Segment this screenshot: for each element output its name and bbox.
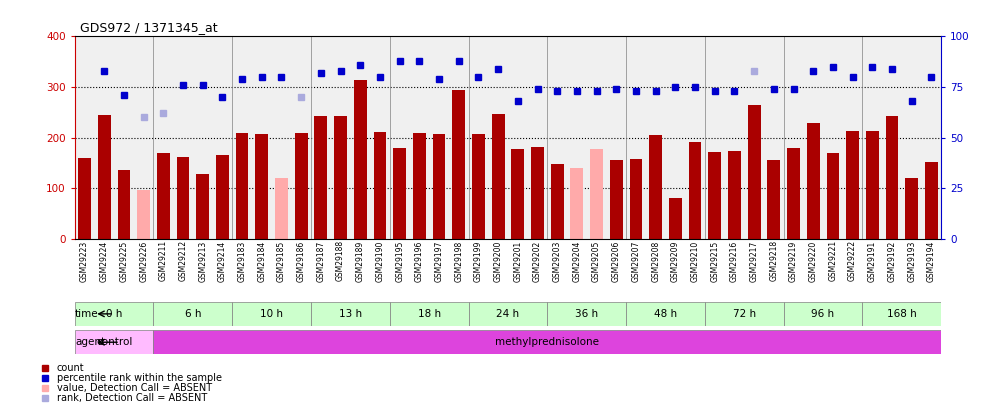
Bar [75, 330, 153, 354]
Text: 168 h: 168 h [887, 309, 916, 319]
Text: 18 h: 18 h [417, 309, 441, 319]
Bar [688, 142, 701, 239]
Text: 72 h: 72 h [733, 309, 756, 319]
Text: methylprednisolone: methylprednisolone [495, 337, 600, 347]
Bar [866, 131, 878, 239]
Bar [708, 152, 721, 239]
Bar [311, 302, 389, 326]
Bar [728, 151, 741, 239]
Bar [626, 302, 705, 326]
Text: percentile rank within the sample: percentile rank within the sample [57, 373, 222, 383]
Bar [591, 149, 603, 239]
Bar [551, 164, 564, 239]
Bar [413, 133, 425, 239]
Text: time: time [75, 309, 99, 319]
Bar [452, 90, 465, 239]
Bar [236, 133, 248, 239]
Bar [196, 174, 209, 239]
Bar [118, 170, 130, 239]
Bar [315, 116, 328, 239]
Bar [295, 133, 308, 239]
Bar [925, 162, 938, 239]
Bar [176, 158, 189, 239]
Bar [492, 115, 505, 239]
Bar [784, 302, 863, 326]
Bar [610, 160, 622, 239]
Text: 96 h: 96 h [812, 309, 835, 319]
Bar [354, 81, 367, 239]
Bar [905, 178, 918, 239]
Text: count: count [57, 363, 85, 373]
Bar [548, 302, 626, 326]
Bar [807, 123, 820, 239]
Bar [705, 302, 784, 326]
Bar [78, 158, 91, 239]
Bar [432, 134, 445, 239]
Bar [232, 302, 311, 326]
Text: rank, Detection Call = ABSENT: rank, Detection Call = ABSENT [57, 393, 207, 403]
Bar [275, 178, 288, 239]
Bar [531, 147, 544, 239]
Text: control: control [96, 337, 132, 347]
Bar [629, 159, 642, 239]
Bar [827, 153, 840, 239]
Text: 13 h: 13 h [339, 309, 362, 319]
Text: agent: agent [75, 337, 105, 347]
Bar [98, 115, 111, 239]
Text: GDS972 / 1371345_at: GDS972 / 1371345_at [80, 21, 217, 34]
Text: 36 h: 36 h [575, 309, 599, 319]
Bar [255, 134, 268, 239]
Bar [847, 131, 859, 239]
Text: 10 h: 10 h [260, 309, 283, 319]
Bar [571, 168, 584, 239]
Bar [863, 302, 941, 326]
Text: 24 h: 24 h [496, 309, 520, 319]
Bar [335, 116, 347, 239]
Bar [768, 160, 780, 239]
Bar [649, 135, 662, 239]
Bar [393, 148, 406, 239]
Text: 6 h: 6 h [184, 309, 201, 319]
Bar [157, 153, 169, 239]
Bar [216, 155, 229, 239]
Bar [885, 116, 898, 239]
Bar [389, 302, 468, 326]
Text: 48 h: 48 h [654, 309, 677, 319]
Bar [137, 190, 150, 239]
Bar [153, 302, 232, 326]
Bar [511, 149, 524, 239]
Bar [787, 148, 800, 239]
Bar [468, 302, 548, 326]
Bar [748, 105, 761, 239]
Bar [374, 132, 386, 239]
Bar [472, 134, 485, 239]
Bar [75, 302, 153, 326]
Text: value, Detection Call = ABSENT: value, Detection Call = ABSENT [57, 383, 212, 393]
Text: 0 h: 0 h [106, 309, 123, 319]
Bar [669, 198, 681, 239]
